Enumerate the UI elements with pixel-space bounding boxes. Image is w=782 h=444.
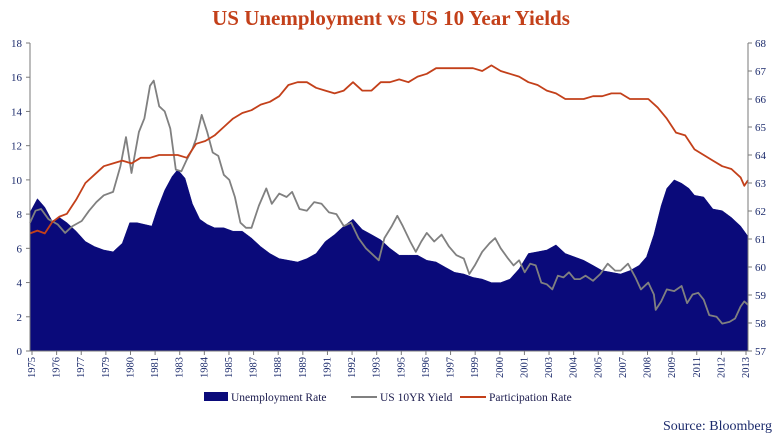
x-tick-label: 1985 (224, 357, 235, 378)
left-tick-label: 4 (17, 278, 23, 290)
right-tick-label: 68 (755, 38, 767, 50)
x-tick-label: 2005 (593, 357, 604, 378)
legend: Unemployment Rate US 10YR Yield Participat… (204, 392, 572, 404)
x-tick-label: 1981 (150, 357, 161, 378)
right-tick-label: 62 (755, 206, 766, 218)
x-tick-label: 2000 (495, 357, 506, 378)
left-tick-label: 16 (11, 72, 23, 84)
series-us-10yr-yield-line (29, 79, 749, 325)
x-tick-label: 2009 (667, 357, 678, 378)
x-tick-label: 1984 (199, 356, 210, 378)
left-tick-label: 18 (11, 38, 23, 50)
right-tick-label: 66 (755, 94, 767, 106)
left-tick-label: 12 (11, 141, 22, 153)
line-series-layer (29, 64, 749, 325)
right-tick-label: 67 (755, 66, 767, 78)
x-tick-label: 2003 (544, 357, 555, 378)
right-tick-label: 57 (755, 346, 767, 358)
x-tick-label: 2001 (519, 357, 530, 378)
x-tick-label: 2011 (692, 357, 703, 378)
right-tick-label: 60 (755, 262, 767, 274)
x-tick-label: 2004 (569, 356, 580, 378)
x-tick-label: 1991 (322, 357, 333, 378)
series-participation-rate-line (29, 64, 749, 235)
x-tick-label: 2007 (618, 357, 629, 378)
x-tick-label: 1977 (76, 357, 87, 378)
right-tick-label: 64 (755, 150, 767, 162)
left-tick-label: 10 (11, 175, 23, 187)
right-tick-label: 63 (755, 178, 767, 190)
x-tick-label: 1979 (101, 357, 112, 378)
x-tick-label: 1987 (249, 357, 260, 378)
x-tick-label: 1996 (421, 357, 432, 378)
series-unemployment-rate-area (29, 169, 749, 352)
chart-title: US Unemployment vs US 10 Year Yields (212, 6, 570, 30)
x-tick-label: 1992 (347, 357, 358, 378)
legend-label-us-10yr-yield: US 10YR Yield (380, 392, 453, 404)
x-tick-label: 1976 (52, 357, 63, 378)
x-tick-label: 2012 (716, 357, 727, 378)
left-tick-label: 14 (11, 106, 23, 118)
x-tick-label: 2013 (741, 357, 752, 378)
right-tick-label: 61 (755, 234, 766, 246)
x-tick-label: 1975 (27, 357, 38, 378)
axes-layer: 0246810121416185758596061626364656667681… (11, 38, 767, 378)
x-tick-label: 1993 (372, 357, 383, 378)
left-tick-label: 0 (17, 346, 23, 358)
source-note: Source: Bloomberg (663, 419, 772, 434)
left-tick-label: 8 (17, 209, 23, 221)
x-tick-label: 1989 (298, 357, 309, 378)
legend-label-unemployment-rate: Unemployment Rate (231, 392, 327, 404)
x-tick-label: 1988 (273, 357, 284, 378)
left-tick-label: 2 (17, 312, 23, 324)
right-tick-label: 65 (755, 122, 767, 134)
right-tick-label: 58 (755, 318, 767, 330)
x-tick-label: 1980 (125, 357, 136, 378)
x-tick-label: 2008 (643, 357, 654, 378)
left-tick-label: 6 (17, 243, 23, 255)
legend-label-participation-rate: Participation Rate (489, 392, 572, 404)
x-tick-label: 1995 (396, 357, 407, 378)
legend-swatch-unemployment-rate (204, 392, 228, 401)
x-tick-label: 1983 (175, 357, 186, 378)
x-tick-label: 1999 (470, 357, 481, 378)
right-tick-label: 59 (755, 290, 767, 302)
x-tick-label: 1997 (446, 357, 457, 378)
unemployment-area-layer (29, 169, 749, 352)
